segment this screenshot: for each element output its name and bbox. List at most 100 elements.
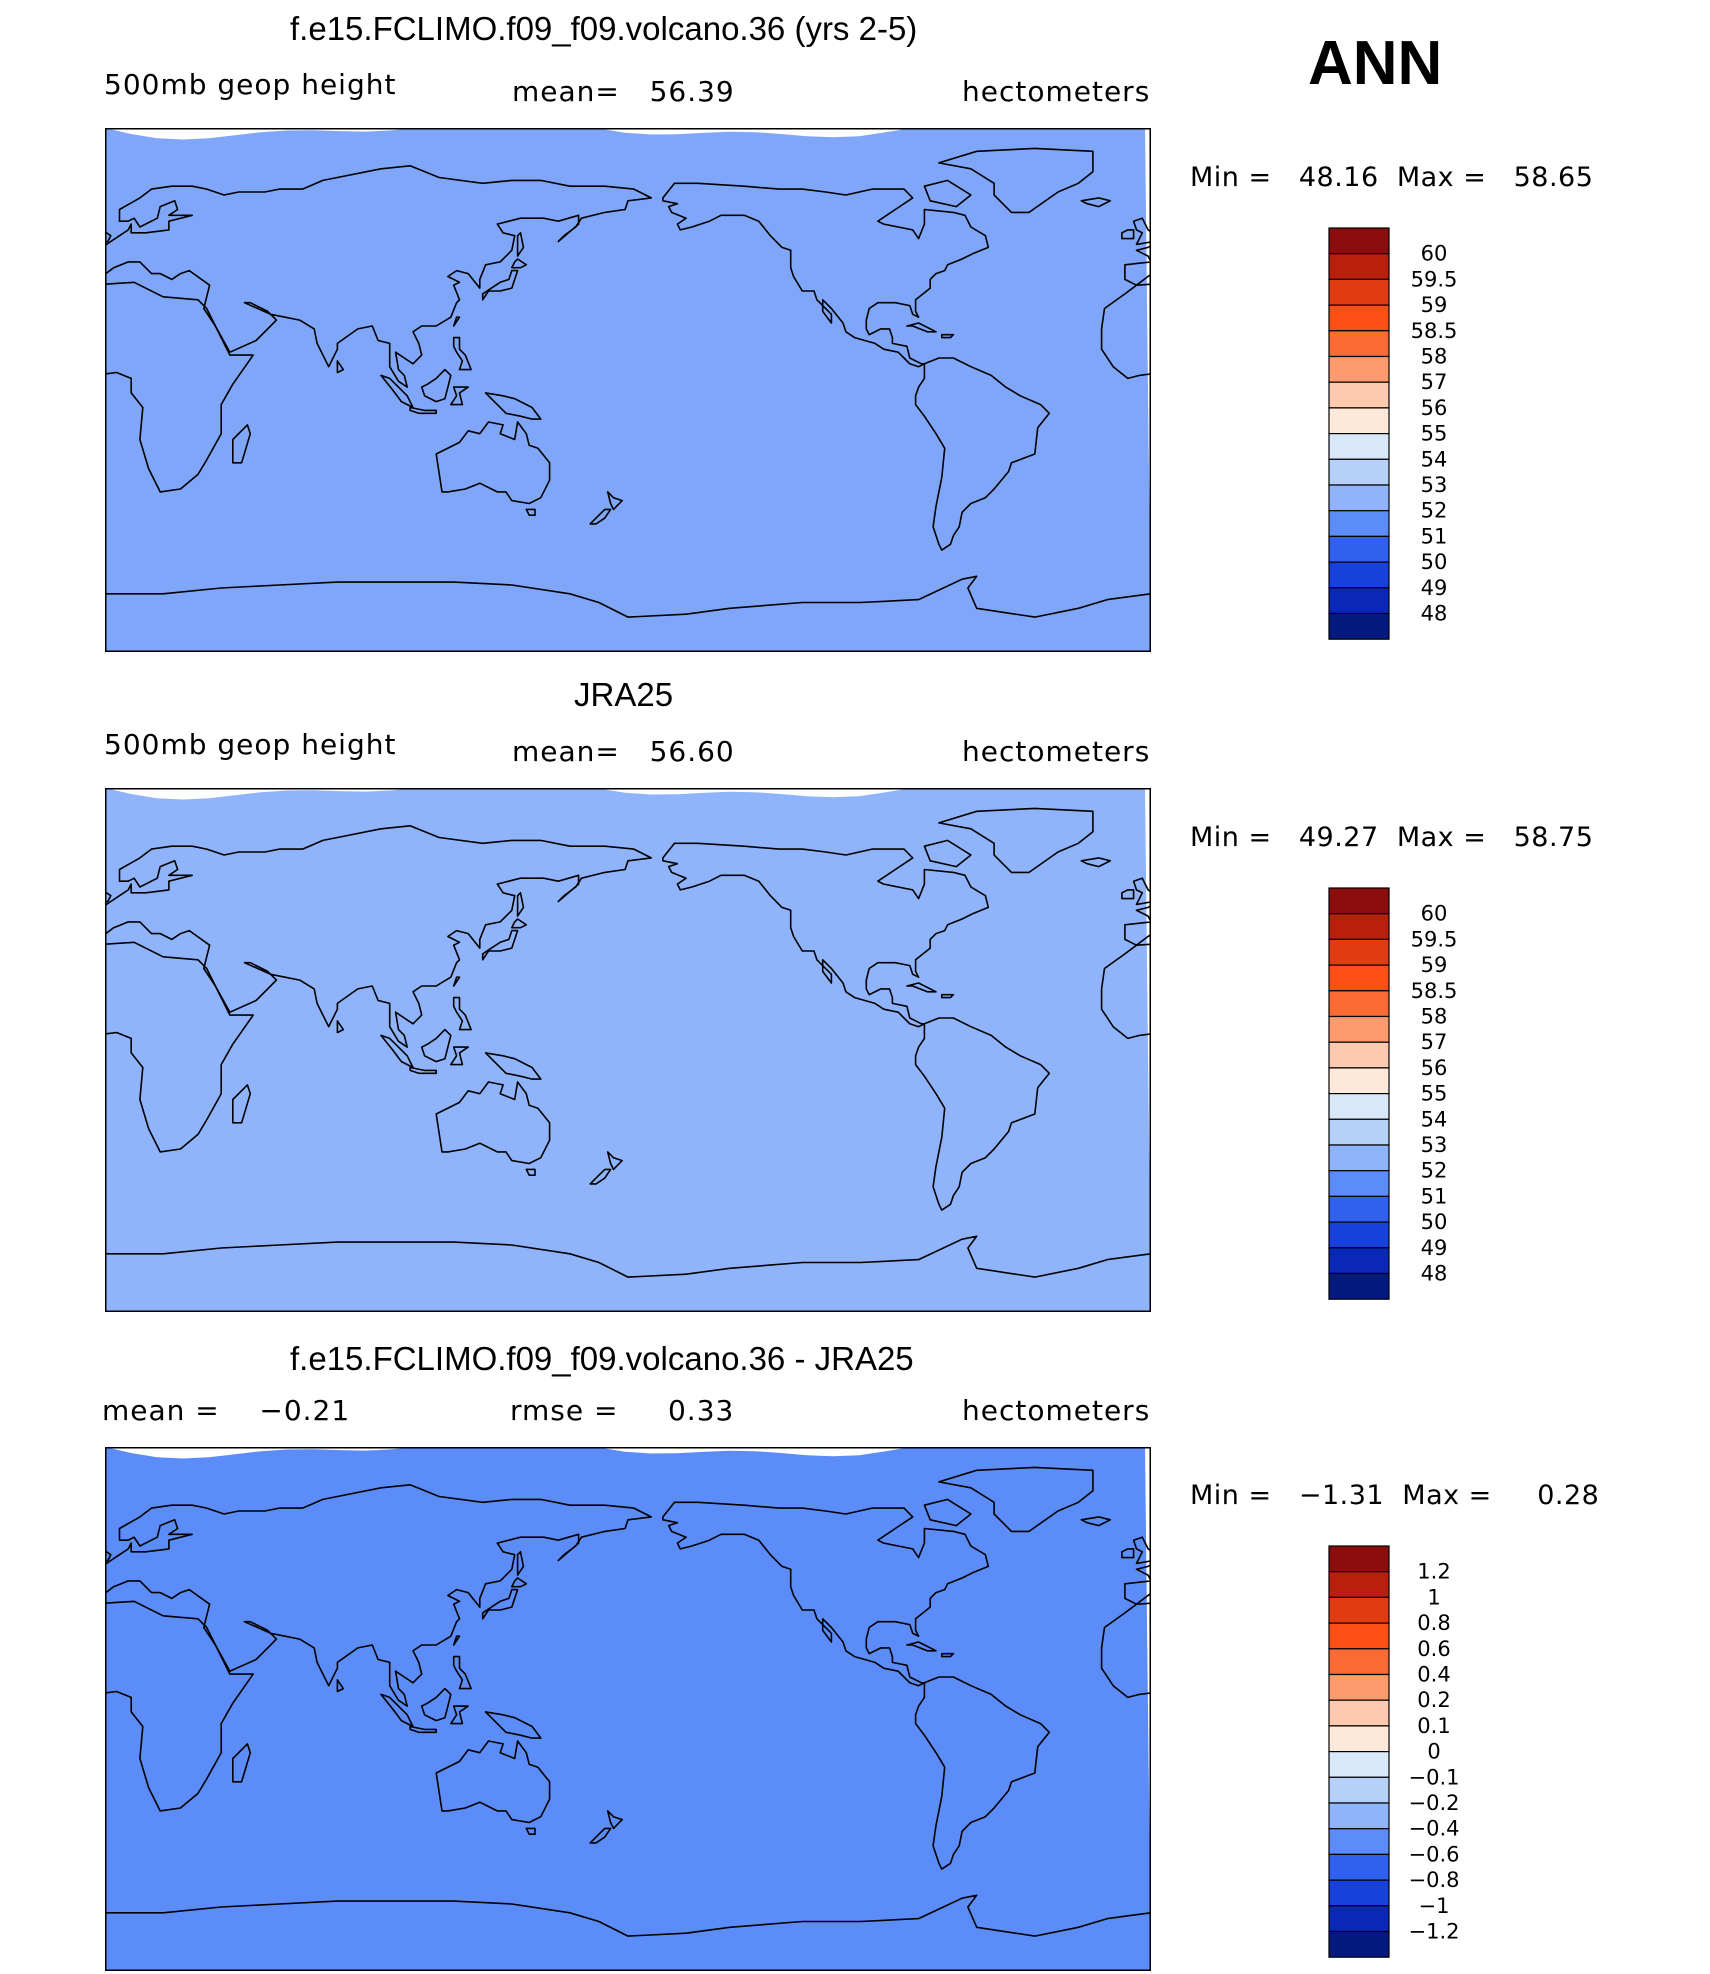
coastline-newguinea [484,1711,542,1739]
coastline-newguinea [484,392,542,420]
colorbar-swatch [1328,1648,1390,1676]
colorbar-swatch [1328,510,1390,538]
coastline-sulawesi [449,386,470,406]
panel-2-map [105,788,1151,1312]
colorbar-swatch [1328,1673,1390,1701]
coastline-philippines [452,996,472,1031]
panel-2-mean-label: mean= 56.60 [512,735,735,768]
coastline-north_america [662,1501,990,1687]
panel-1-variable-label: 500mb geop height [104,68,397,101]
colorbar-swatch [1328,1545,1390,1573]
coastline-iceland [1080,197,1112,208]
colorbar-tick-label: 0.2 [1417,1688,1450,1712]
colorbar-swatch [1328,938,1390,966]
panel-3-map [105,1447,1151,1971]
colorbar-tick-label: 0.1 [1417,1714,1450,1738]
coastline-baffin [923,839,972,868]
coastline-south_america [914,1017,1051,1211]
panel-2-variable-label: 500mb geop height [104,728,397,761]
coastline-sulawesi [449,1046,470,1066]
colorbar-tick-label: −1 [1419,1894,1450,1918]
colorbar-swatch [1328,1118,1390,1146]
coastline-nz_s [589,508,612,525]
colorbar-tick-label: 50 [1421,1210,1448,1234]
colorbar-tick-label: 54 [1421,1107,1448,1131]
coastline-cuba [906,322,937,333]
colorbar-swatch [1328,1828,1390,1856]
coastline-tasmania [525,1168,536,1177]
panel-3-units-label: hectometers [962,1394,1151,1427]
panel-2-minmax: Min = 49.27 Max = 58.75 [1190,822,1594,853]
panel-2-units-label: hectometers [962,735,1151,768]
colorbar-swatch [1328,990,1390,1018]
coastline-britain [105,230,112,243]
colorbar-swatch [1328,964,1390,992]
colorbar-swatch [1328,887,1390,915]
colorbar-tick-label: 50 [1421,550,1448,574]
coastline-britain [1132,877,1151,906]
colorbar-tick-label: 59.5 [1411,267,1458,291]
colorbar-tick-label: 58 [1421,1005,1448,1029]
colorbar-tick-label: 56 [1421,1056,1448,1080]
colorbar-tick-label: 0 [1427,1740,1440,1764]
season-label: ANN [1308,29,1443,98]
coastline-nz_n [606,1810,624,1830]
colorbar-swatch [1328,1093,1390,1120]
colorbar-tick-label: 58 [1421,345,1448,369]
coastline-north_america [662,182,990,368]
coastline-sakhalin [516,232,525,257]
colorbar-tick-label: 59 [1421,953,1448,977]
coastline-nz_n [606,1151,624,1171]
coastline-cuba [906,982,937,993]
colorbar-tick-label: 54 [1421,447,1448,471]
colorbar-swatch [1328,535,1390,563]
colorbar-swatch [1328,561,1390,589]
coastline-ireland [1121,1548,1135,1559]
colorbar-swatch [1328,253,1390,281]
coastline-australia [435,1740,551,1824]
coastline-greenland [938,1466,1094,1533]
coastline-greenland [938,147,1094,214]
coastline-eurasia [105,824,653,1048]
colorbar-tick-label: −0.4 [1409,1817,1460,1841]
colorbar-swatch [1328,484,1390,512]
coastlines [105,147,1151,652]
coastline-baffin [923,1498,972,1527]
coastline-taiwan [452,1635,461,1646]
colorbar-tick-label: 48 [1421,602,1448,626]
colorbar-tick-label: 59.5 [1411,927,1458,951]
colorbar-swatch [1328,1776,1390,1804]
colorbar-tick-label: −1.2 [1409,1920,1460,1944]
coastline-africa [105,941,254,1153]
panel-3-colorbar: 1.210.80.60.40.20.10−0.1−0.2−0.4−0.6−0.8… [1328,1545,1460,1958]
colorbar-tick-label: 57 [1421,1030,1448,1054]
colorbar-tick-label: 0.8 [1417,1611,1450,1635]
coastline-eurasia [105,164,653,388]
colorbar-swatch [1328,612,1390,640]
colorbar-tick-label: 0.6 [1417,1637,1450,1661]
coastline-antarctica [105,1235,1151,1312]
coastline-ireland [1121,889,1135,900]
contour-band [105,788,1151,1312]
colorbar-tick-label: 49 [1421,1236,1448,1260]
colorbar-tick-label: 52 [1421,499,1448,523]
colorbar-swatch [1328,1622,1390,1650]
coastline-south_america [914,357,1051,551]
colorbar-tick-label: 53 [1421,1133,1448,1157]
coastline-madagascar [232,1084,252,1124]
coastline-sulawesi [449,1705,470,1725]
map-frame [105,1447,1151,1971]
coastline-taiwan [452,316,461,327]
colorbar-swatch [1328,1905,1390,1933]
coastlines [105,807,1151,1312]
coastline-java [409,1725,438,1734]
coastline-africa [105,1600,254,1812]
panel-3-minmax: Min = −1.31 Max = 0.28 [1190,1480,1600,1511]
coastline-taiwan [452,976,461,987]
coastline-hokkaido [510,258,528,269]
coastline-borneo [420,1028,452,1063]
coastline-hokkaido [510,918,528,929]
colorbar-tick-label: 51 [1421,524,1448,548]
colorbar-swatch [1328,304,1390,332]
